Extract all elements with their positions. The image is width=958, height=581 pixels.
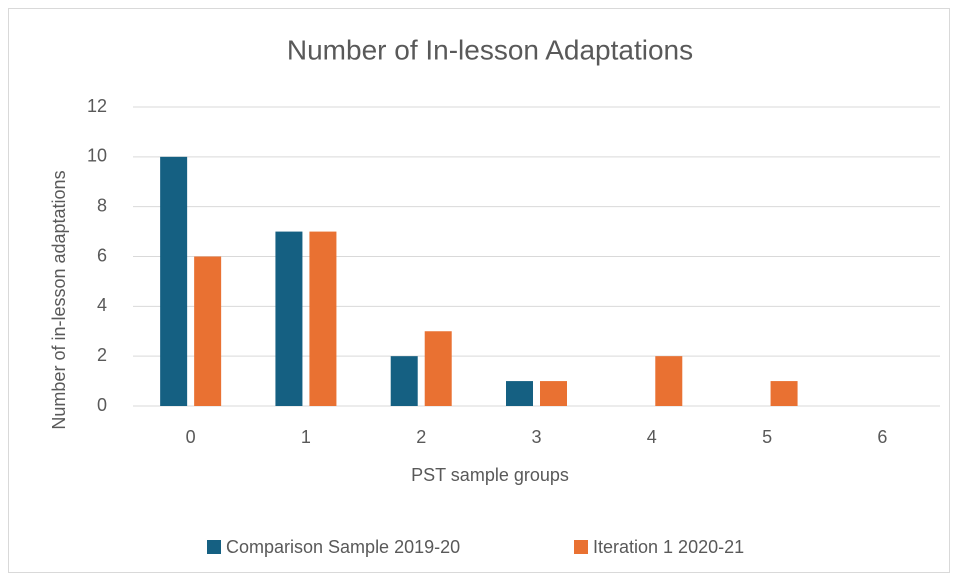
bar: [540, 381, 567, 406]
y-tick-label: 2: [97, 345, 107, 365]
bar: [194, 256, 222, 406]
x-tick-label: 3: [531, 427, 541, 447]
legend-label: Iteration 1 2020-21: [593, 537, 744, 557]
bar: [655, 356, 683, 406]
x-axis-label: PST sample groups: [411, 465, 569, 485]
legend-swatch: [574, 540, 588, 554]
bar: [424, 331, 452, 406]
y-tick-label: 6: [97, 245, 107, 265]
y-tick-label: 8: [97, 195, 107, 215]
y-tick-label: 4: [97, 295, 107, 315]
chart-title: Number of In-lesson Adaptations: [287, 34, 693, 65]
bar: [160, 156, 188, 406]
x-tick-label: 2: [416, 427, 426, 447]
y-tick-label: 10: [87, 146, 107, 166]
x-tick-label: 5: [762, 427, 772, 447]
x-tick-label: 4: [647, 427, 657, 447]
x-tick-label: 1: [301, 427, 311, 447]
y-tick-label: 12: [87, 96, 107, 116]
bar: [770, 381, 798, 406]
bar: [275, 231, 303, 406]
x-tick-label: 0: [186, 427, 196, 447]
x-tick-label: 6: [877, 427, 887, 447]
bar: [309, 231, 337, 406]
bar: [506, 381, 533, 406]
chart-border: [8, 8, 950, 573]
y-tick-label: 0: [97, 395, 107, 415]
bar: [390, 356, 418, 406]
legend-label: Comparison Sample 2019-20: [226, 537, 460, 557]
legend-swatch: [207, 540, 221, 554]
y-axis-label: Number of in-lesson adaptations: [49, 170, 69, 429]
